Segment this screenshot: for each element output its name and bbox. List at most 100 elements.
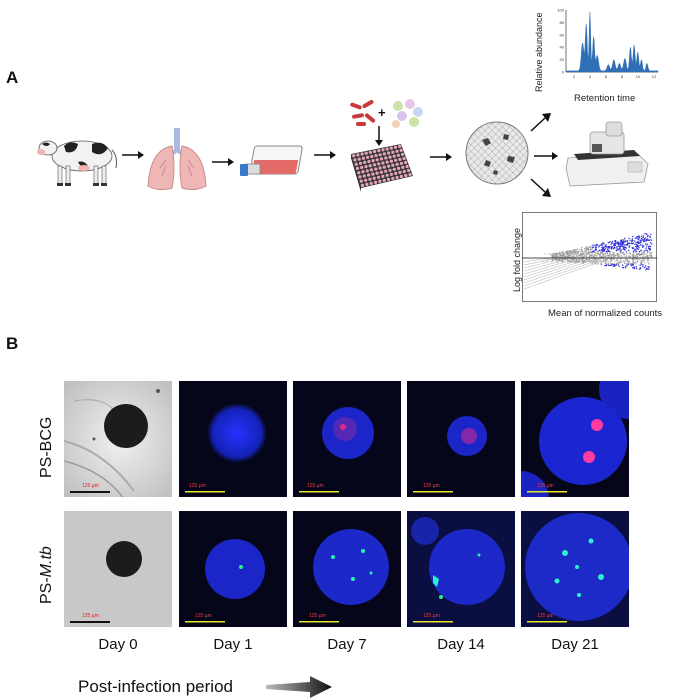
ma-point — [605, 255, 607, 257]
micrograph-bcg-day1: 125 µm — [178, 380, 288, 498]
ma-point — [621, 244, 623, 246]
ma-point — [597, 261, 599, 263]
ma-point — [624, 244, 626, 246]
well — [369, 181, 373, 185]
ma-point — [638, 251, 641, 253]
ma-point — [613, 265, 615, 267]
ma-point — [628, 245, 631, 247]
ma-point — [572, 253, 574, 256]
ma-point — [610, 247, 612, 249]
ma-point — [645, 239, 648, 241]
ma-point — [619, 242, 621, 245]
ma-point — [647, 268, 649, 270]
well — [360, 152, 364, 156]
ma-point — [614, 240, 617, 242]
ma-point — [565, 251, 567, 253]
ma-point — [605, 262, 607, 264]
day-label-1: Day 1 — [213, 636, 253, 653]
ma-point — [563, 261, 565, 263]
ma-point — [616, 249, 618, 252]
ma-point — [560, 260, 562, 262]
ma-point — [591, 248, 593, 250]
well — [374, 154, 378, 158]
ma-point — [616, 259, 618, 261]
ma-point — [622, 242, 625, 244]
ma-point — [622, 264, 624, 266]
ma-point — [628, 249, 630, 252]
ma-point — [561, 258, 563, 261]
ma-point — [613, 258, 615, 260]
culture-flask-icon — [238, 138, 310, 186]
ma-point — [640, 260, 642, 262]
well — [355, 166, 360, 170]
ma-point — [616, 262, 618, 265]
ma-point — [600, 263, 602, 265]
well — [404, 173, 408, 178]
ma-point — [558, 259, 561, 261]
ma-point — [573, 251, 576, 254]
ma-point — [606, 250, 608, 253]
well — [385, 160, 389, 164]
ma-point — [610, 242, 613, 244]
ma-point — [643, 239, 645, 241]
ma-point — [620, 241, 622, 244]
ma-point — [595, 260, 597, 262]
ma-point — [588, 255, 591, 258]
ma-point — [602, 250, 604, 252]
ma-point — [637, 241, 639, 243]
chromatogram-trace — [565, 11, 659, 73]
ma-point — [604, 253, 606, 255]
ma-point — [611, 246, 613, 248]
ma-point — [594, 246, 597, 249]
well — [395, 162, 399, 166]
ma-point — [584, 248, 586, 250]
micrograph-mtb-day1: 125 µm — [178, 510, 288, 628]
ma-point — [640, 242, 642, 244]
chromatogram-xtick: 4 — [589, 74, 592, 79]
ma-point — [636, 246, 638, 248]
ma-point — [562, 255, 564, 257]
ma-point — [585, 259, 587, 261]
ma-point — [589, 248, 592, 250]
ma-point — [645, 249, 647, 251]
ma-point — [593, 253, 596, 256]
ma-point — [607, 260, 609, 263]
ma-point — [575, 251, 578, 253]
ma-point — [621, 239, 623, 241]
ma-point — [631, 240, 633, 243]
micrograph-mtb-day7: 125 µm — [292, 510, 402, 628]
ma-point — [637, 236, 640, 238]
ma-point — [643, 238, 645, 240]
ma-point — [625, 256, 627, 258]
ma-point — [589, 251, 592, 254]
ma-point — [610, 256, 612, 258]
ma-point — [580, 258, 582, 261]
ma-point — [598, 259, 600, 261]
well — [405, 164, 409, 169]
well — [361, 156, 365, 160]
well — [387, 151, 391, 155]
well — [377, 149, 381, 153]
ma-point — [613, 263, 616, 266]
well — [368, 177, 372, 181]
micrograph-bcg-day0: 125 µm — [63, 380, 173, 498]
ma-point — [612, 251, 614, 254]
ma-point — [598, 246, 600, 248]
ma-point — [610, 262, 612, 265]
chromatogram-ytick: 0 — [562, 70, 565, 75]
ma-point — [650, 243, 653, 245]
ma-point — [624, 259, 627, 261]
ma-point — [588, 250, 590, 252]
ma-point — [575, 249, 577, 251]
ma-point — [641, 246, 644, 248]
ma-point — [603, 249, 606, 251]
ma-point — [601, 248, 603, 251]
ma-point — [580, 250, 582, 252]
ma-point — [646, 252, 648, 255]
ma-point — [638, 247, 640, 249]
ma-point — [627, 263, 629, 266]
ma-point — [573, 259, 575, 261]
ma-point — [633, 267, 635, 270]
ma-point — [594, 254, 596, 256]
ma-point — [631, 260, 634, 263]
